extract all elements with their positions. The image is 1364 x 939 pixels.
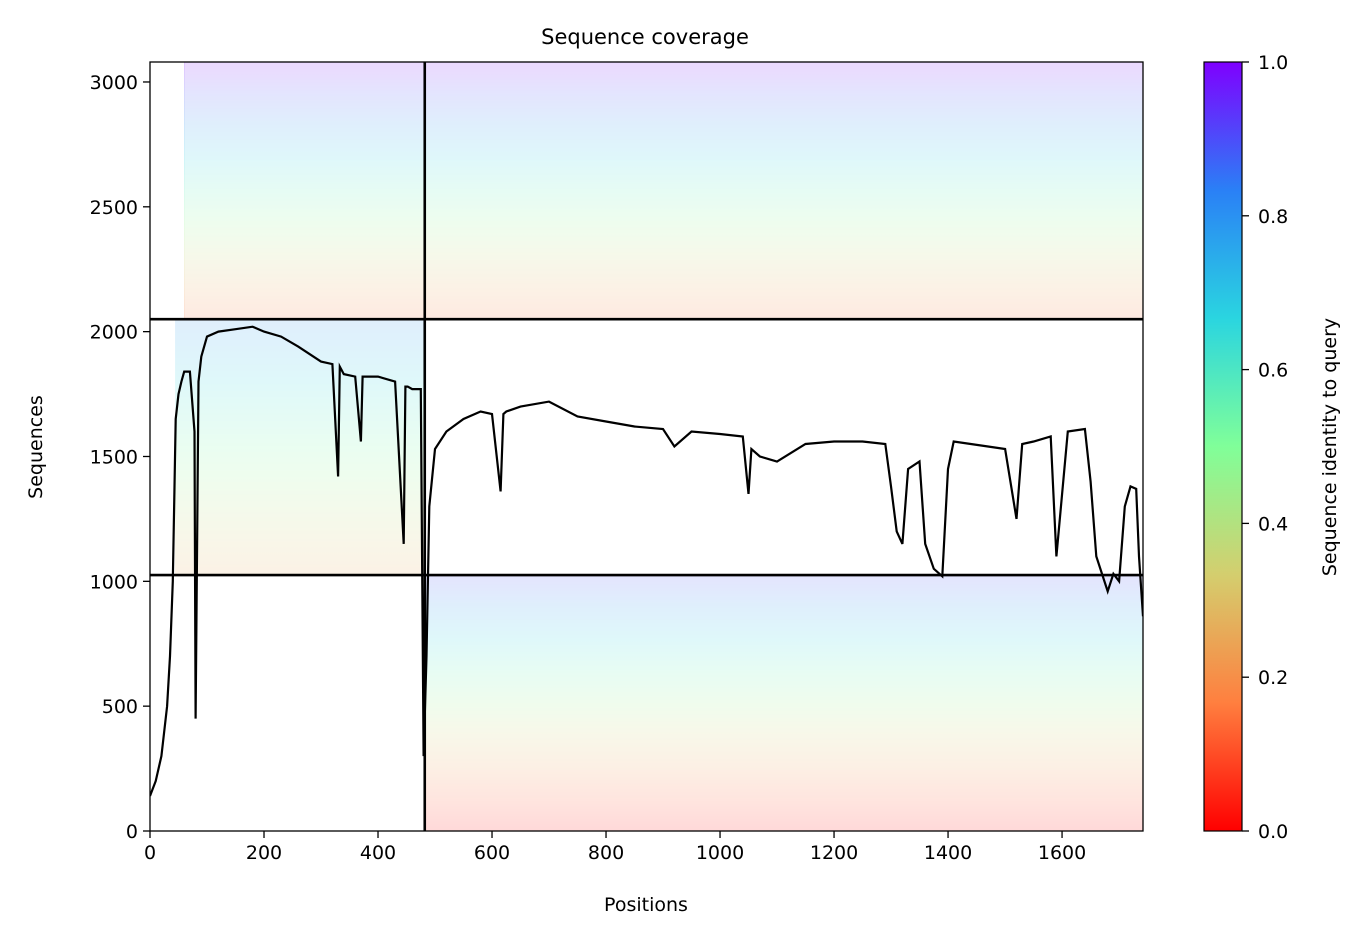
block-top-left-gaps — [184, 62, 425, 320]
x-tick-label: 400 — [360, 842, 396, 864]
x-tick-label: 1200 — [810, 842, 858, 864]
block-middle-left-gaps — [175, 319, 425, 576]
chart-title: Sequence coverage — [541, 25, 749, 49]
colorbar-tick-label: 1.0 — [1258, 52, 1288, 74]
plot-frame — [149, 61, 1144, 832]
x-tick-label: 0 — [144, 842, 156, 864]
colorbar-tick-label: 0.2 — [1258, 667, 1288, 689]
y-tick-label: 0 — [126, 821, 138, 843]
x-tick-label: 1400 — [924, 842, 972, 864]
x-tick-label: 200 — [246, 842, 282, 864]
x-tick-label: 600 — [474, 842, 510, 864]
colorbar-tick-label: 0.0 — [1258, 821, 1288, 843]
colorbar-tick-label: 0.6 — [1258, 360, 1288, 382]
y-tick-label: 2500 — [90, 197, 138, 219]
colorbar-tick-label: 0.8 — [1258, 206, 1288, 228]
y-axis-label: Sequences — [25, 395, 47, 499]
x-axis: 0 200 400 600 800 1000 1200 1400 1600 — [144, 831, 1086, 864]
y-tick-label: 500 — [102, 696, 138, 718]
coverage-line — [150, 325, 1143, 797]
y-tick-label: 3000 — [90, 72, 138, 94]
colorbar — [1203, 61, 1243, 832]
colorbar-tick-label: 0.4 — [1258, 513, 1288, 535]
block-top-right-gaps — [424, 62, 1143, 320]
y-axis: 0 500 1000 1500 2000 2500 3000 — [90, 72, 150, 843]
x-tick-label: 1000 — [696, 842, 744, 864]
block-bottom-right-gaps — [424, 575, 1143, 831]
y-tick-label: 1500 — [90, 446, 138, 468]
colorbar-ticks: 0.0 0.2 0.4 0.6 0.8 1.0 — [1242, 52, 1288, 843]
coverage-gaps — [175, 62, 1143, 831]
x-tick-label: 1600 — [1038, 842, 1086, 864]
x-tick-label: 800 — [588, 842, 624, 864]
x-axis-label: Positions — [604, 894, 688, 916]
y-tick-label: 2000 — [90, 322, 138, 344]
colorbar-label: Sequence identity to query — [1319, 318, 1341, 576]
y-tick-label: 1000 — [90, 571, 138, 593]
